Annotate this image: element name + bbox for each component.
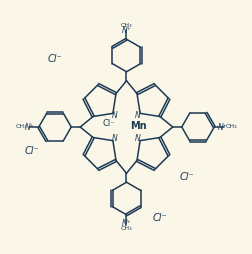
Text: N⁺: N⁺ [121, 26, 131, 36]
Text: CH₃: CH₃ [225, 124, 236, 130]
Text: CH₃: CH₃ [120, 226, 132, 231]
Text: Cl⁻: Cl⁻ [152, 213, 167, 223]
Text: Cl⁻: Cl⁻ [178, 172, 193, 182]
Text: CH₃: CH₃ [16, 124, 27, 130]
Text: N⁺: N⁺ [25, 122, 35, 132]
Text: N: N [112, 111, 117, 120]
Text: Cl⁻: Cl⁻ [48, 54, 62, 65]
Text: N⁺: N⁺ [121, 218, 131, 228]
Text: N: N [135, 111, 140, 120]
Text: Mn: Mn [130, 121, 146, 131]
Text: CH₃: CH₃ [120, 23, 132, 28]
Text: N: N [112, 134, 117, 143]
Text: Cl⁻: Cl⁻ [102, 119, 115, 128]
Text: N: N [135, 134, 140, 143]
Text: N⁺: N⁺ [217, 122, 227, 132]
Text: Cl⁻: Cl⁻ [24, 146, 39, 156]
